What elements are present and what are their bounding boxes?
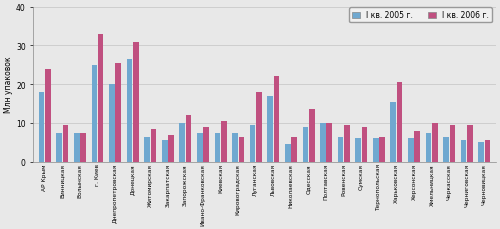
Bar: [39, 93, 44, 162]
Bar: [150, 129, 156, 162]
Bar: [62, 125, 68, 162]
Bar: [74, 133, 80, 162]
Bar: [326, 123, 332, 162]
Bar: [116, 64, 121, 162]
Bar: [238, 137, 244, 162]
Bar: [485, 141, 490, 162]
Bar: [450, 125, 455, 162]
Bar: [478, 143, 484, 162]
Bar: [204, 127, 209, 162]
Bar: [285, 145, 290, 162]
Bar: [338, 137, 344, 162]
Bar: [362, 127, 368, 162]
Legend: I кв. 2005 г., I кв. 2006 г.: I кв. 2005 г., I кв. 2006 г.: [350, 8, 492, 23]
Bar: [344, 125, 350, 162]
Bar: [197, 133, 202, 162]
Bar: [432, 123, 438, 162]
Bar: [232, 133, 238, 162]
Y-axis label: Млн упаковок: Млн упаковок: [4, 57, 13, 113]
Bar: [45, 69, 51, 162]
Bar: [133, 42, 138, 162]
Bar: [92, 65, 97, 162]
Bar: [180, 123, 185, 162]
Bar: [373, 139, 378, 162]
Bar: [390, 102, 396, 162]
Bar: [56, 133, 62, 162]
Bar: [397, 83, 402, 162]
Bar: [461, 141, 466, 162]
Bar: [274, 77, 280, 162]
Bar: [408, 139, 414, 162]
Bar: [221, 121, 226, 162]
Bar: [268, 96, 273, 162]
Bar: [98, 35, 103, 162]
Bar: [256, 93, 262, 162]
Bar: [250, 125, 256, 162]
Bar: [414, 131, 420, 162]
Bar: [80, 133, 86, 162]
Bar: [444, 137, 449, 162]
Bar: [302, 127, 308, 162]
Bar: [292, 137, 297, 162]
Bar: [320, 123, 326, 162]
Bar: [467, 125, 473, 162]
Bar: [186, 116, 192, 162]
Bar: [379, 137, 385, 162]
Bar: [426, 133, 432, 162]
Bar: [144, 137, 150, 162]
Bar: [214, 133, 220, 162]
Bar: [356, 139, 361, 162]
Bar: [126, 60, 132, 162]
Bar: [109, 85, 115, 162]
Bar: [162, 141, 168, 162]
Bar: [309, 110, 314, 162]
Bar: [168, 135, 174, 162]
